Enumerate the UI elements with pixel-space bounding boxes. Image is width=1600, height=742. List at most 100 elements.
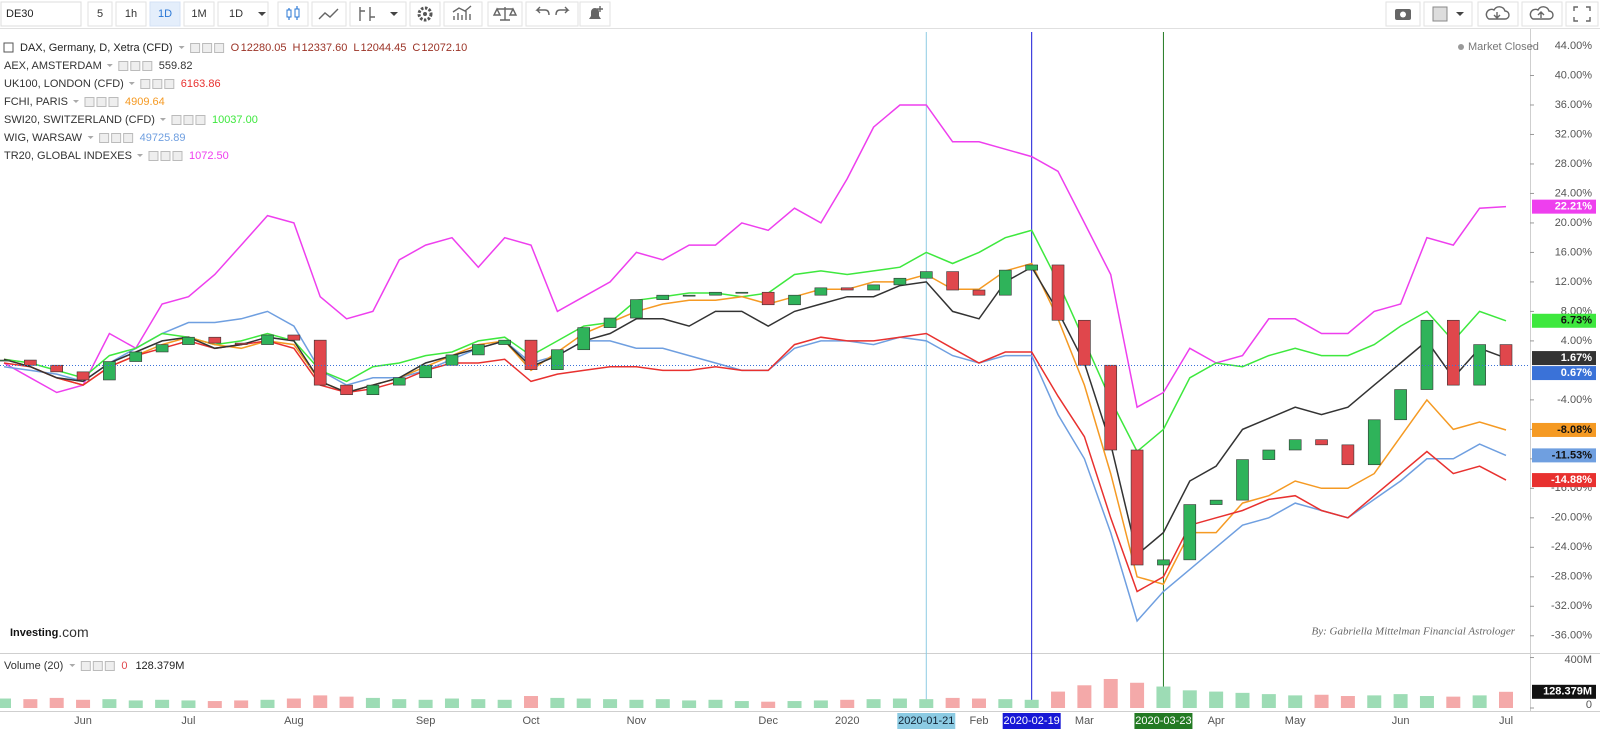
y-tick-label: 4.00%	[1561, 335, 1592, 347]
symbol-input[interactable]	[0, 1, 82, 27]
interval-label: 5	[97, 8, 103, 20]
chart-type-button[interactable]	[277, 1, 309, 27]
undo-icon	[535, 6, 550, 16]
legend-icon[interactable]	[108, 97, 119, 107]
interval-button[interactable]	[183, 1, 215, 27]
legend-icon[interactable]	[171, 115, 182, 125]
volume-bar	[655, 699, 670, 708]
legend-icon[interactable]	[123, 133, 134, 143]
legend-icon[interactable]	[152, 79, 163, 89]
alert-button[interactable]	[579, 1, 611, 27]
legend-icon[interactable]	[140, 79, 151, 89]
legend-icon[interactable]	[148, 151, 159, 161]
candle	[103, 361, 116, 381]
volume-bar	[207, 701, 222, 708]
volume-bar	[497, 699, 512, 708]
interval-button[interactable]	[115, 1, 147, 27]
caret	[178, 46, 185, 49]
bars-icon	[359, 7, 375, 21]
snapshot-button[interactable]	[1385, 1, 1421, 27]
x-tick-label: Jul	[181, 715, 195, 727]
volume-bar	[1024, 699, 1039, 708]
legend-icon[interactable]	[202, 43, 213, 53]
collapse-icon[interactable]	[3, 42, 14, 53]
volume-bar	[471, 699, 486, 708]
brand-name: Investing	[10, 627, 58, 639]
interval-label: 1D	[229, 8, 243, 20]
drawing-button[interactable]	[349, 1, 407, 27]
author-watermark: By: Gabriella Mittelman Financial Astrol…	[1312, 626, 1516, 638]
legend-icon[interactable]	[104, 661, 115, 671]
cloud-save-button[interactable]	[1521, 1, 1563, 27]
last-value-tag	[1532, 473, 1596, 488]
legend-icon[interactable]	[84, 97, 95, 107]
volume-bar	[365, 697, 380, 708]
y-tick-label: 36.00%	[1555, 99, 1593, 111]
compare-scale-button[interactable]	[487, 1, 523, 27]
volume-title: Volume (20)	[4, 660, 63, 672]
y-tick-label: -4.00%	[1557, 394, 1592, 406]
legend-icon[interactable]	[80, 661, 91, 671]
legend-name: FCHI, PARIS	[4, 96, 68, 108]
candle	[208, 336, 222, 344]
settings-button[interactable]	[409, 1, 441, 27]
last-value-tag	[1532, 366, 1596, 381]
interval-button[interactable]	[87, 1, 113, 27]
volume-bar	[1077, 685, 1092, 708]
legend-icon[interactable]	[164, 79, 175, 89]
legend-icon[interactable]	[214, 43, 225, 53]
candle	[24, 359, 37, 366]
interval-button-active[interactable]	[149, 1, 181, 27]
candle	[603, 317, 617, 328]
volume-bar	[550, 697, 565, 708]
candle	[1025, 264, 1038, 271]
indicators-button[interactable]	[443, 1, 483, 27]
gear-icon	[423, 12, 427, 16]
y-tick-label: 28.00%	[1555, 158, 1593, 170]
legend-icon[interactable]	[142, 61, 153, 71]
volume-last-label: 128.379M	[1543, 686, 1592, 698]
volume-bar	[1446, 696, 1461, 708]
volume-bar	[1367, 695, 1382, 708]
candle	[0, 359, 11, 362]
brand-domain: .com	[58, 624, 88, 640]
legend-icon[interactable]	[96, 97, 107, 107]
interval-label: 1h	[125, 8, 137, 20]
compare-button[interactable]	[311, 1, 347, 27]
ohlc-value: 12044.45	[361, 42, 407, 54]
legend-icon[interactable]	[99, 133, 110, 143]
legend-name: SWI20, SWITZERLAND (CFD)	[4, 114, 155, 126]
last-value-tag	[1532, 448, 1596, 463]
volume-bar	[1314, 694, 1329, 708]
candle	[1236, 459, 1249, 501]
cloud-load-button[interactable]	[1477, 1, 1519, 27]
legend-icon[interactable]	[183, 115, 194, 125]
legend-icon[interactable]	[190, 43, 201, 53]
candle	[946, 271, 959, 291]
legend-icon[interactable]	[195, 115, 206, 125]
x-tick-label: Jun	[1392, 715, 1410, 727]
legend-icon[interactable]	[111, 133, 122, 143]
undo-redo[interactable]	[525, 1, 579, 27]
volume-bar	[49, 697, 64, 708]
legend-icon[interactable]	[160, 151, 171, 161]
volume-bar	[1288, 695, 1303, 708]
volume-bar	[102, 699, 117, 708]
candle	[313, 339, 327, 386]
candle	[287, 334, 301, 341]
candle	[50, 364, 64, 373]
legend-icon[interactable]	[172, 151, 183, 161]
volume-bar	[682, 700, 697, 708]
interval-dropdown[interactable]	[217, 1, 269, 27]
candle	[76, 371, 90, 381]
legend-icon[interactable]	[92, 661, 103, 671]
candle	[472, 344, 485, 356]
volume-bar	[892, 698, 907, 708]
layout-button[interactable]	[1423, 1, 1473, 27]
candle	[1394, 389, 1407, 421]
legend-name: TR20, GLOBAL INDEXES	[4, 150, 132, 162]
legend-icon[interactable]	[118, 61, 129, 71]
volume-bar	[603, 699, 618, 708]
legend-icon[interactable]	[130, 61, 141, 71]
fullscreen-button[interactable]	[1565, 1, 1599, 27]
